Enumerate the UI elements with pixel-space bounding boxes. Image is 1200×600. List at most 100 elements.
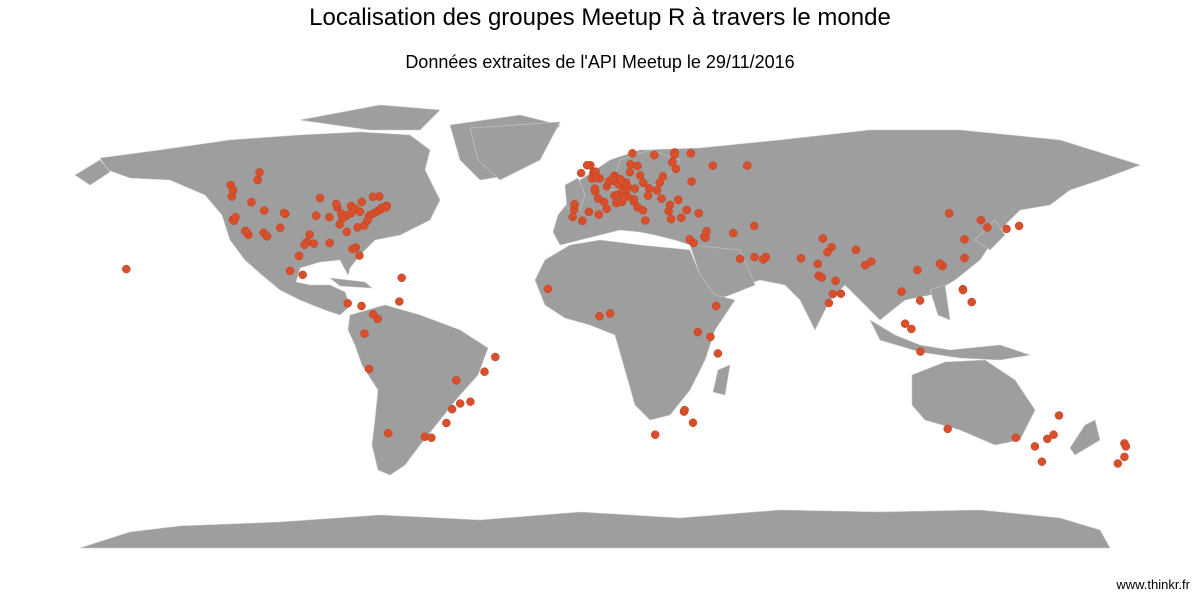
meetup-point [818,234,828,243]
meetup-point [332,199,341,209]
meetup-point [315,193,325,203]
meetup-point [635,171,645,180]
meetup-point [325,238,334,248]
meetup-point [836,289,846,298]
meetup-point [828,289,838,299]
great-britain [564,177,586,211]
meetup-point [1120,452,1129,462]
meetup-point [543,284,553,294]
meetup-point [628,149,637,158]
meetup-point [657,194,666,203]
meetup-point [584,207,594,217]
meetup-point [590,184,600,193]
meetup-point [686,149,696,158]
meetup-point [693,327,703,337]
meetup-point [1030,442,1040,451]
southeast-asia-islands [869,284,1031,361]
meetup-point [616,176,626,185]
meetup-point [1011,433,1021,442]
meetup-point [960,235,969,244]
meetup-point [275,223,285,232]
meetup-point [735,254,745,264]
meetup-point [688,418,698,427]
meetup-point [466,397,475,406]
meetup-point [442,418,451,428]
meetup-point [279,208,289,218]
meetup-point [247,197,256,207]
meetup-point [629,195,639,204]
meetup-point [644,184,654,193]
meetup-point [976,215,986,225]
meetup-point [960,253,969,263]
africa [534,239,736,421]
meetup-point [455,399,465,408]
meetup-group-points [122,148,1131,468]
meetup-point [666,214,676,224]
meetup-point [817,273,826,282]
meetup-point [967,297,976,307]
meetup-point [228,185,238,195]
meetup-point [824,298,834,308]
meetup-point [674,195,683,205]
meetup-point [694,209,703,218]
meetup-point [593,194,603,203]
meetup-point [602,204,611,214]
meetup-point [357,301,366,311]
meetup-point [638,206,648,215]
meetup-point [368,310,378,319]
meetup-point [255,168,264,177]
meetup-point [594,210,604,219]
meetup-point [643,191,653,200]
meetup-point [285,266,295,276]
meetup-point [682,205,691,215]
meetup-point [670,150,679,160]
meetup-point [1049,430,1058,439]
cuba [328,277,373,289]
meetup-point [913,265,922,275]
meetup-point [260,206,269,215]
meetup-point [582,161,592,170]
meetup-point [570,200,579,209]
map-title: Localisation des groupes Meetup R à trav… [309,4,891,31]
meetup-point [480,367,489,376]
europe-asia [552,129,1141,331]
meetup-point [305,230,314,239]
alaska [74,159,111,186]
meetup-point [943,424,952,434]
meetup-point [618,193,628,202]
meetup-point [665,200,675,210]
meetup-point [395,297,404,306]
meetup-point [309,239,319,248]
meetup-point [242,227,251,237]
meetup-point [685,235,694,244]
north-america [99,131,441,316]
meetup-point [630,184,640,193]
meetup-point [758,255,768,264]
meetup-point [650,430,660,439]
meetup-point [355,207,365,217]
meetup-point [342,227,352,237]
meetup-point [381,203,391,212]
meetup-point [851,245,861,255]
meetup-point [626,160,635,169]
south-america [347,304,489,476]
meetup-point [294,251,304,261]
meetup-point [823,248,832,257]
meetup-point [983,223,992,232]
meetup-point [1113,459,1123,468]
meetup-point [749,221,759,231]
meetup-point [576,168,586,178]
meetup-point [625,167,635,177]
meetup-point [1054,411,1064,420]
meetup-point [568,212,577,222]
meetup-point [364,364,374,374]
meetup-point [298,270,307,280]
meetup-point [633,161,642,171]
meetup-point [750,252,759,262]
meetup-point [728,228,738,238]
meetup-point [702,227,711,236]
meetup-point [1002,224,1011,234]
meetup-point [900,319,910,328]
antarctica [79,509,1111,549]
